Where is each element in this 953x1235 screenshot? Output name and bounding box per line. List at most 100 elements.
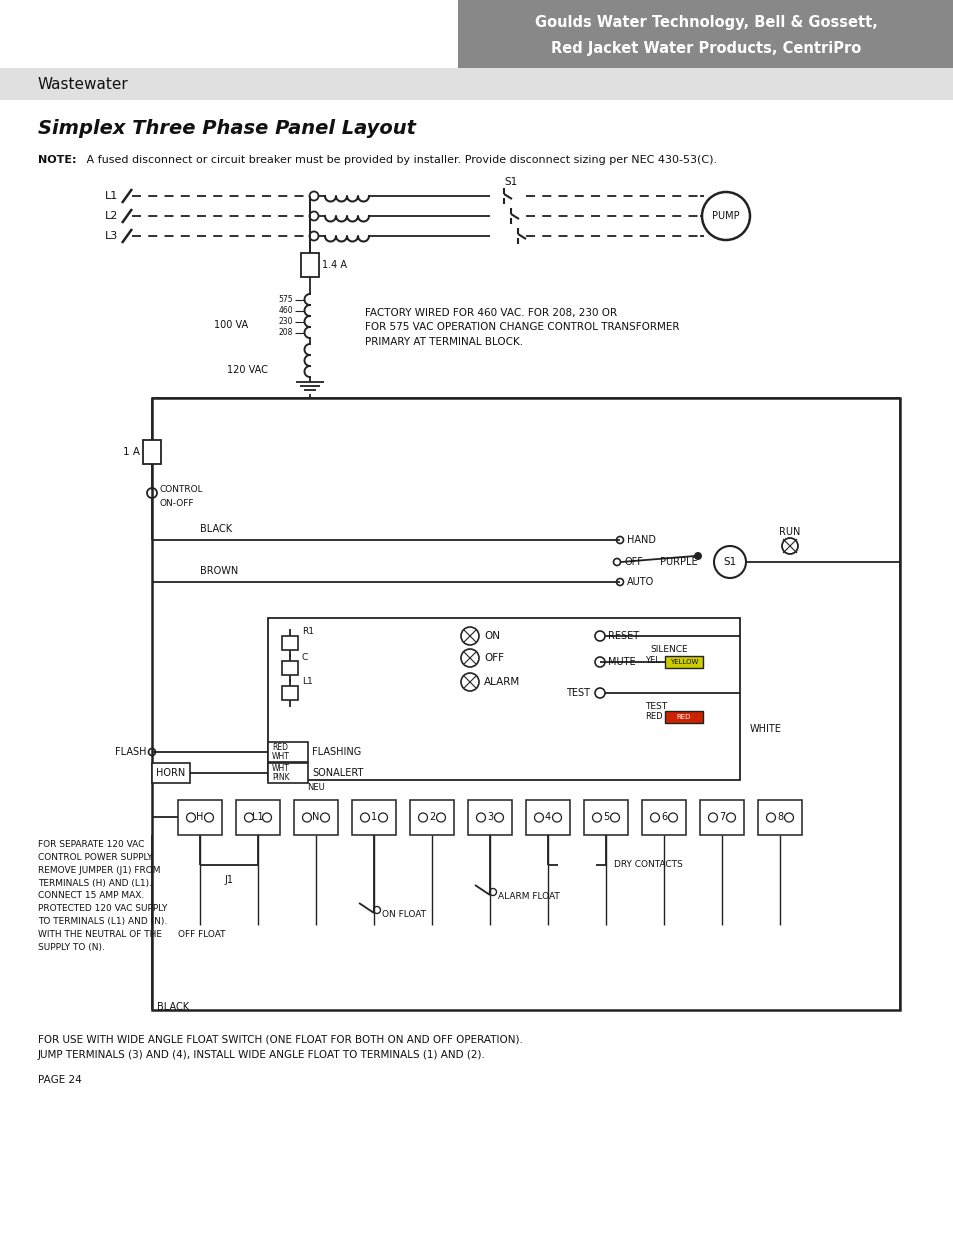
Text: 5: 5: [602, 813, 608, 823]
Text: 8: 8: [776, 813, 782, 823]
Text: BLACK: BLACK: [157, 1002, 189, 1011]
Bar: [700, 800, 743, 835]
Text: YEL: YEL: [644, 657, 659, 666]
Bar: [282, 636, 297, 650]
Text: TEST: TEST: [565, 688, 589, 698]
Text: FLASHING: FLASHING: [312, 747, 361, 757]
Text: 2: 2: [429, 813, 435, 823]
Bar: [143, 440, 161, 464]
Bar: [268, 742, 308, 762]
Text: L1: L1: [105, 191, 118, 201]
Text: 1: 1: [371, 813, 376, 823]
Text: C: C: [302, 653, 308, 662]
Text: ON-OFF: ON-OFF: [160, 499, 194, 508]
Bar: [352, 800, 395, 835]
Text: ALARM: ALARM: [483, 677, 519, 687]
Text: 575: 575: [278, 295, 293, 304]
Text: S1: S1: [722, 557, 736, 567]
Text: OFF FLOAT: OFF FLOAT: [178, 930, 225, 940]
Text: A fused disconnect or circuit breaker must be provided by installer. Provide dis: A fused disconnect or circuit breaker mu…: [83, 156, 717, 165]
Text: HORN: HORN: [156, 768, 186, 778]
Text: HAND: HAND: [626, 535, 656, 545]
Text: L1: L1: [302, 678, 313, 687]
Text: TEST: TEST: [644, 703, 666, 711]
Text: RED: RED: [644, 713, 662, 721]
Text: RED: RED: [272, 743, 288, 752]
Text: 208: 208: [278, 329, 293, 337]
Text: Simplex Three Phase Panel Layout: Simplex Three Phase Panel Layout: [38, 119, 416, 137]
Text: 4: 4: [544, 813, 551, 823]
Text: PINK: PINK: [272, 773, 290, 783]
Bar: [282, 685, 297, 700]
Text: RUN: RUN: [779, 527, 800, 537]
Text: OFF: OFF: [624, 557, 643, 567]
Text: WHITE: WHITE: [749, 724, 781, 734]
Bar: [282, 661, 297, 676]
Bar: [468, 800, 512, 835]
Text: 120 VAC: 120 VAC: [227, 366, 268, 375]
Bar: [152, 763, 190, 783]
Text: Wastewater: Wastewater: [38, 77, 129, 91]
Text: N: N: [312, 813, 319, 823]
Bar: [457, 0, 953, 68]
Text: R1: R1: [302, 627, 314, 636]
Text: NOTE:: NOTE:: [38, 156, 76, 165]
Text: 7: 7: [719, 813, 724, 823]
Text: MUTE: MUTE: [607, 657, 635, 667]
Text: 230: 230: [278, 317, 293, 326]
Text: BROWN: BROWN: [200, 566, 238, 576]
Text: WHT: WHT: [272, 752, 290, 762]
Text: 1 A: 1 A: [123, 447, 140, 457]
Text: Red Jacket Water Products, CentriPro: Red Jacket Water Products, CentriPro: [550, 41, 861, 56]
Text: 1.4 A: 1.4 A: [322, 261, 347, 270]
Text: AUTO: AUTO: [626, 577, 654, 587]
Text: RED: RED: [676, 714, 691, 720]
Text: NEU: NEU: [307, 783, 325, 792]
Text: ON: ON: [483, 631, 499, 641]
Text: PAGE 24: PAGE 24: [38, 1074, 82, 1086]
Text: BLACK: BLACK: [200, 524, 232, 534]
Bar: [641, 800, 685, 835]
Bar: [178, 800, 222, 835]
Bar: [758, 800, 801, 835]
Bar: [235, 800, 280, 835]
Circle shape: [693, 552, 701, 559]
Text: S1: S1: [504, 177, 517, 186]
Bar: [664, 656, 702, 668]
Bar: [0, 68, 953, 100]
Text: FACTORY WIRED FOR 460 VAC. FOR 208, 230 OR
FOR 575 VAC OPERATION CHANGE CONTROL : FACTORY WIRED FOR 460 VAC. FOR 208, 230 …: [365, 308, 679, 347]
Text: SILENCE: SILENCE: [649, 646, 687, 655]
Bar: [268, 763, 308, 783]
Bar: [410, 800, 454, 835]
Text: FOR SEPARATE 120 VAC
CONTROL POWER SUPPLY
REMOVE JUMPER (J1) FROM
TERMINALS (H) : FOR SEPARATE 120 VAC CONTROL POWER SUPPL…: [38, 840, 167, 952]
Bar: [294, 800, 337, 835]
Bar: [301, 253, 318, 277]
Text: FOR USE WITH WIDE ANGLE FLOAT SWITCH (ONE FLOAT FOR BOTH ON AND OFF OPERATION).: FOR USE WITH WIDE ANGLE FLOAT SWITCH (ON…: [38, 1035, 522, 1045]
Text: YELLOW: YELLOW: [669, 659, 698, 664]
Text: L1: L1: [252, 813, 264, 823]
Text: CONTROL: CONTROL: [160, 485, 203, 494]
Bar: [583, 800, 627, 835]
Text: 3: 3: [486, 813, 493, 823]
Text: ON FLOAT: ON FLOAT: [381, 910, 426, 920]
Text: J1: J1: [224, 876, 233, 885]
Bar: [525, 800, 569, 835]
Text: PURPLE: PURPLE: [659, 557, 697, 567]
Text: ALARM FLOAT: ALARM FLOAT: [497, 893, 559, 902]
Bar: [152, 398, 899, 1010]
Text: OFF: OFF: [483, 653, 503, 663]
Text: RESET: RESET: [607, 631, 639, 641]
Text: H: H: [196, 813, 204, 823]
Text: L2: L2: [105, 211, 118, 221]
Text: 6: 6: [660, 813, 666, 823]
Text: DRY CONTACTS: DRY CONTACTS: [614, 861, 682, 869]
Text: FLASH: FLASH: [115, 747, 147, 757]
Text: L3: L3: [105, 231, 118, 241]
Text: Goulds Water Technology, Bell & Gossett,: Goulds Water Technology, Bell & Gossett,: [534, 15, 877, 30]
Text: JUMP TERMINALS (3) AND (4), INSTALL WIDE ANGLE FLOAT TO TERMINALS (1) AND (2).: JUMP TERMINALS (3) AND (4), INSTALL WIDE…: [38, 1050, 485, 1060]
Text: 460: 460: [278, 306, 293, 315]
Text: 100 VA: 100 VA: [213, 320, 248, 330]
Bar: [664, 711, 702, 722]
Text: SONALERT: SONALERT: [312, 768, 363, 778]
Text: WHT: WHT: [272, 764, 290, 773]
